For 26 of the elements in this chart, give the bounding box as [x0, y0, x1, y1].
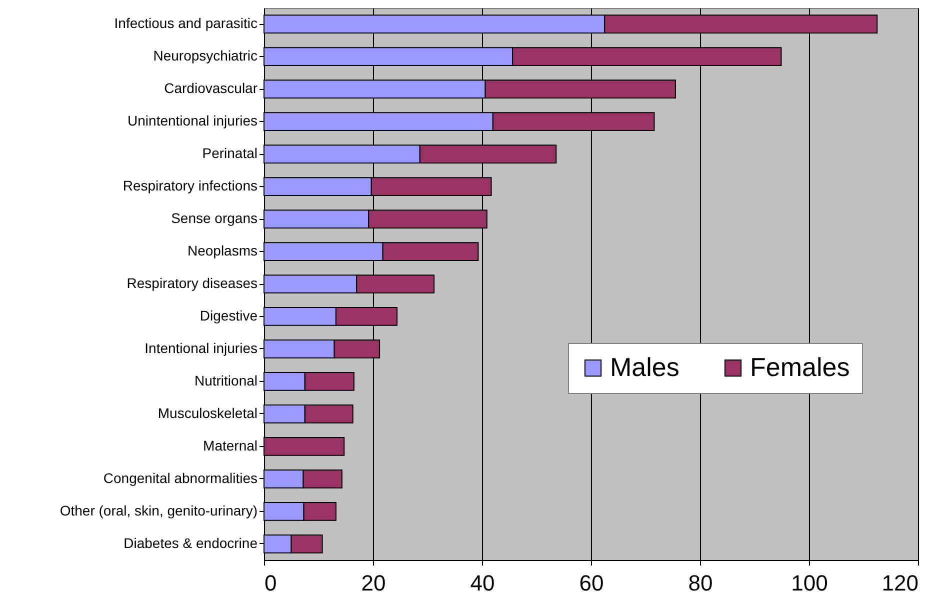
y-tick-label: Musculoskeletal	[158, 404, 258, 421]
x-tick-label: 0	[264, 570, 277, 596]
y-tick-label: Infectious and parasitic	[114, 15, 258, 32]
y-tick-label: Perinatal	[202, 145, 258, 162]
y-tick-label: Nutritional	[194, 372, 258, 388]
y-tick-label: Intentional injuries	[144, 340, 258, 356]
y-tick-label: Other (oral, skin, genito-urinary)	[60, 502, 258, 518]
x-tick-label: 80	[688, 570, 713, 596]
y-tick-label: Respiratory diseases	[126, 275, 258, 291]
x-tick-label: 20	[361, 570, 386, 596]
y-tick-label: Diabetes & endocrine	[124, 534, 258, 551]
y-tick-label: Digestive	[200, 307, 258, 324]
legend-label: Females	[750, 352, 850, 382]
x-tick-label: 40	[470, 570, 495, 596]
x-tick-label: 100	[791, 570, 828, 596]
y-tick-label: Respiratory infections	[122, 178, 258, 194]
y-tick-label: Neuropsychiatric	[153, 48, 258, 64]
x-tick-label: 120	[882, 570, 918, 596]
y-tick-label: Sense organs	[171, 210, 258, 226]
y-tick-label: Neoplasms	[187, 242, 258, 259]
y-tick-label: Unintentional injuries	[128, 112, 258, 129]
y-tick-label: Congenital abnormalities	[103, 470, 258, 486]
y-tick-label: Maternal	[203, 437, 258, 454]
x-tick-label: 60	[579, 570, 604, 596]
legend-label: Males	[610, 352, 680, 382]
y-tick-label: Cardiovascular	[164, 80, 258, 96]
